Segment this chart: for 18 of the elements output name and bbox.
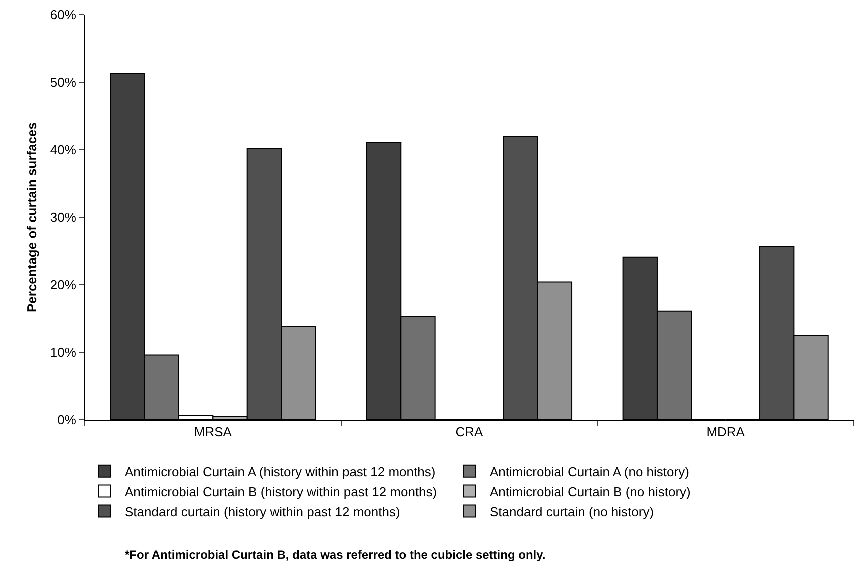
x-tick-label: MRSA (194, 424, 232, 440)
y-tick-label: 30% (50, 210, 77, 226)
y-tick-label: 40% (50, 142, 77, 158)
y-tick-label: 60% (50, 8, 77, 23)
y-tick-label: 10% (50, 345, 77, 360)
x-tick-label: CRA (456, 424, 484, 440)
legend-label: Antimicrobial Curtain A (no history) (490, 464, 690, 480)
x-tick-label: MDRA (706, 424, 746, 440)
legend-label: Antimicrobial Curtain B (history within past 12 months) (125, 484, 438, 500)
y-tick-label: 50% (50, 75, 77, 90)
text: *For Antimicrobial Curtain B, data was referred to the cubicle setting only. (125, 548, 546, 562)
legend-label: Antimicrobial Curtain B (no history) (490, 484, 691, 500)
legend-label: Standard curtain (no history) (490, 504, 654, 520)
y-tick-label: 0% (58, 412, 77, 428)
y-tick-label: 20% (50, 278, 77, 293)
legend-label: Antimicrobial Curtain A (history within past 12 months) (125, 464, 436, 480)
y-axis-title: Percentage of curtain surfaces (24, 122, 40, 313)
legend-label: Standard curtain (history within past 12 months) (125, 504, 400, 520)
